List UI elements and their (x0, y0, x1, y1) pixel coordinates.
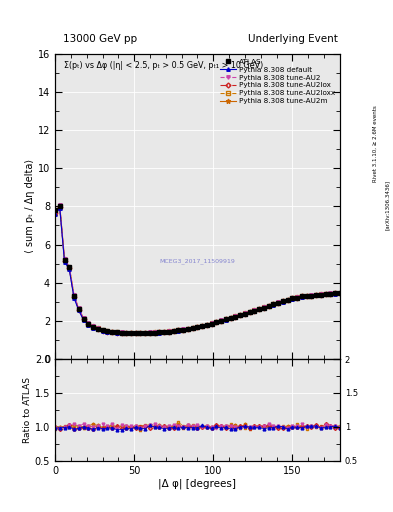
Legend: ATLAS, Pythia 8.308 default, Pythia 8.308 tune-AU2, Pythia 8.308 tune-AU2lox, Py: ATLAS, Pythia 8.308 default, Pythia 8.30… (219, 57, 336, 105)
Text: Underlying Event: Underlying Event (248, 33, 338, 44)
Text: Rivet 3.1.10, ≥ 2.6M events: Rivet 3.1.10, ≥ 2.6M events (373, 105, 378, 182)
Text: 13000 GeV pp: 13000 GeV pp (63, 33, 137, 44)
Text: [arXiv:1306.3436]: [arXiv:1306.3436] (385, 180, 389, 230)
Text: MCEG3_2017_11509919: MCEG3_2017_11509919 (160, 259, 235, 264)
Y-axis label: Ratio to ATLAS: Ratio to ATLAS (23, 377, 32, 443)
Text: Σ(pₜ) vs Δφ (|η| < 2.5, pₜ > 0.5 GeV, pₜ₁ > 10 GeV): Σ(pₜ) vs Δφ (|η| < 2.5, pₜ > 0.5 GeV, pₜ… (64, 61, 263, 70)
X-axis label: |Δ φ| [degrees]: |Δ φ| [degrees] (158, 478, 237, 489)
Y-axis label: ⟨ sum pₜ / Δη delta⟩: ⟨ sum pₜ / Δη delta⟩ (25, 159, 35, 253)
